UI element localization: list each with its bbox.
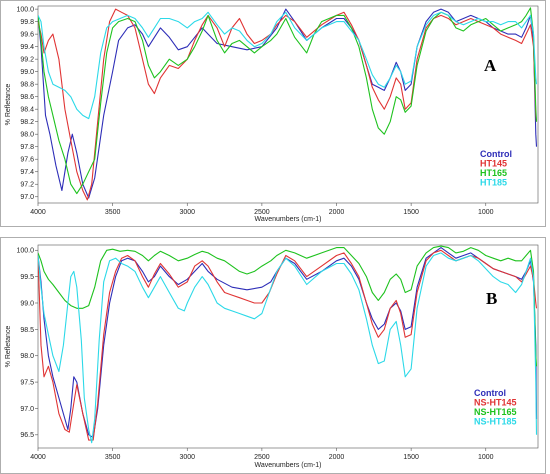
x-tick-label: 1000 (478, 454, 494, 461)
x-tick-label: 2000 (329, 454, 345, 461)
plot-area-border (37, 244, 539, 449)
y-tick-label: 99.6 (20, 32, 34, 39)
y-tick-label: 96.5 (20, 432, 34, 439)
y-tick-label: 97.0 (20, 194, 34, 201)
x-tick-label: 1500 (403, 454, 419, 461)
x-tick-label: 2500 (254, 209, 270, 216)
y-axis-title: % Refletance (5, 326, 12, 368)
y-tick-label: 99.8 (20, 19, 34, 26)
legend-entry: HT165 (480, 168, 507, 178)
panel-frame (0, 0, 546, 227)
legend-entry: HT145 (480, 159, 507, 169)
y-tick-label: 99.4 (20, 44, 34, 51)
y-tick-label: 97.4 (20, 169, 34, 176)
series-line-ht145 (38, 8, 538, 201)
y-tick-label: 98.6 (20, 94, 34, 101)
x-tick-label: 3500 (105, 209, 121, 216)
y-tick-label: 98.2 (20, 119, 34, 126)
series-line-ns-ht185 (38, 252, 538, 444)
plot-area-border (37, 5, 539, 204)
y-tick-label: 97.2 (20, 182, 34, 189)
y-tick-label: 99.0 (20, 300, 34, 307)
y-tick-label: 97.6 (20, 157, 34, 164)
panel-label: B (486, 289, 497, 308)
series-line-ns-ht165 (38, 245, 538, 367)
x-tick-label: 4000 (30, 209, 46, 216)
series-line-control (38, 8, 538, 199)
panel-label: A (484, 56, 497, 75)
legend-entry: Control (474, 388, 506, 398)
y-tick-label: 99.2 (20, 57, 34, 64)
y-tick-label: 98.0 (20, 353, 34, 360)
x-tick-label: 3500 (105, 454, 121, 461)
y-tick-label: 98.8 (20, 82, 34, 89)
y-tick-label: 98.0 (20, 132, 34, 139)
y-tick-label: 97.8 (20, 144, 34, 151)
y-axis-title: % Refletance (5, 84, 12, 126)
chart-panel-2: 4000 3500 3000 2500 2000 1500 1000 100.0 99.5 99.… (0, 237, 546, 474)
x-tick-label: 4000 (30, 454, 46, 461)
y-tick-label: 100.0 (16, 248, 34, 255)
y-tick-label: 99.5 (20, 274, 34, 281)
legend-entry: HT185 (480, 178, 507, 188)
y-tick-label: 97.0 (20, 406, 34, 413)
series-line-ht185 (38, 11, 538, 120)
series-line-ht165 (38, 7, 538, 195)
legend-entry: Control (480, 149, 512, 159)
x-tick-label: 1500 (403, 209, 419, 216)
x-tick-label: 3000 (179, 209, 195, 216)
x-tick-label: 2000 (329, 209, 345, 216)
x-tick-label: 3000 (179, 454, 195, 461)
legend-entry: NS-HT185 (474, 417, 517, 427)
y-tick-label: 98.4 (20, 107, 34, 114)
x-tick-label: 1000 (478, 209, 494, 216)
series-line-ns-ht145 (38, 249, 538, 441)
y-tick-label: 99.0 (20, 69, 34, 76)
y-tick-label: 97.5 (20, 379, 34, 386)
y-tick-label: 100.0 (16, 7, 34, 14)
x-axis-title: Wavenumbers (cm-1) (254, 462, 321, 469)
y-tick-label: 98.5 (20, 327, 34, 334)
legend-entry: NS-HT145 (474, 398, 517, 408)
x-axis-title: Wavenumbers (cm-1) (254, 216, 321, 223)
legend-entry: NS-HT165 (474, 407, 517, 417)
x-tick-label: 2500 (254, 454, 270, 461)
chart-panel-1: 4000 3500 3000 2500 2000 1500 1000 100.0 99.8 99.… (0, 0, 546, 227)
series-line-control (38, 247, 538, 439)
